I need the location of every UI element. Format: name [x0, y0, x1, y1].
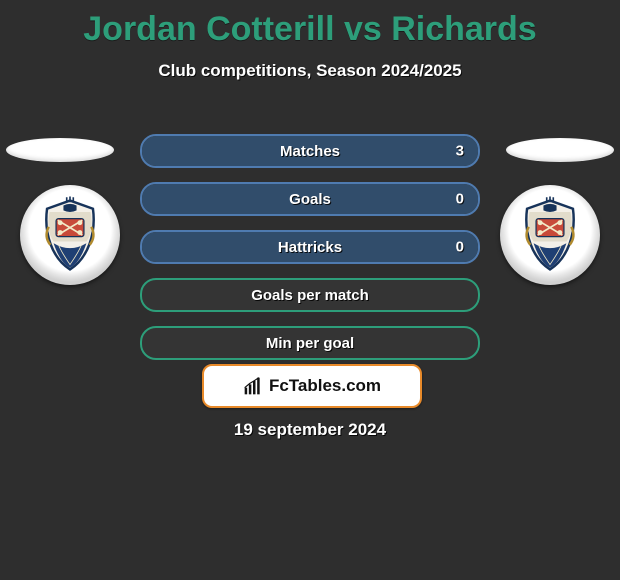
bars-icon	[243, 376, 263, 396]
stat-label: Matches	[280, 143, 340, 160]
player-right-photo-placeholder	[506, 138, 614, 162]
stat-row: Min per goal	[140, 326, 480, 360]
stat-label: Min per goal	[266, 335, 354, 352]
stat-row: Hattricks 0	[140, 230, 480, 264]
player-left-crest	[20, 185, 120, 285]
comparison-card: Jordan Cotterill vs Richards Club compet…	[0, 10, 620, 580]
stat-right-value: 0	[456, 239, 464, 256]
brand-box[interactable]: FcTables.com	[202, 364, 422, 408]
stat-row: Matches 3	[140, 134, 480, 168]
page-subtitle: Club competitions, Season 2024/2025	[0, 61, 620, 81]
date-text: 19 september 2024	[0, 420, 620, 440]
club-crest-icon	[29, 194, 111, 276]
stat-row: Goals per match	[140, 278, 480, 312]
stat-label: Hattricks	[278, 239, 342, 256]
stat-label: Goals	[289, 191, 331, 208]
brand-text: FcTables.com	[269, 376, 381, 396]
page-title: Jordan Cotterill vs Richards	[0, 10, 620, 49]
stat-right-value: 0	[456, 191, 464, 208]
stat-right-value: 3	[456, 143, 464, 160]
stat-label: Goals per match	[251, 287, 369, 304]
stat-rows: Matches 3 Goals 0 Hattricks 0 Goals per match M…	[140, 134, 480, 374]
player-left-photo-placeholder	[6, 138, 114, 162]
club-crest-icon	[509, 194, 591, 276]
player-right-crest	[500, 185, 600, 285]
stat-row: Goals 0	[140, 182, 480, 216]
